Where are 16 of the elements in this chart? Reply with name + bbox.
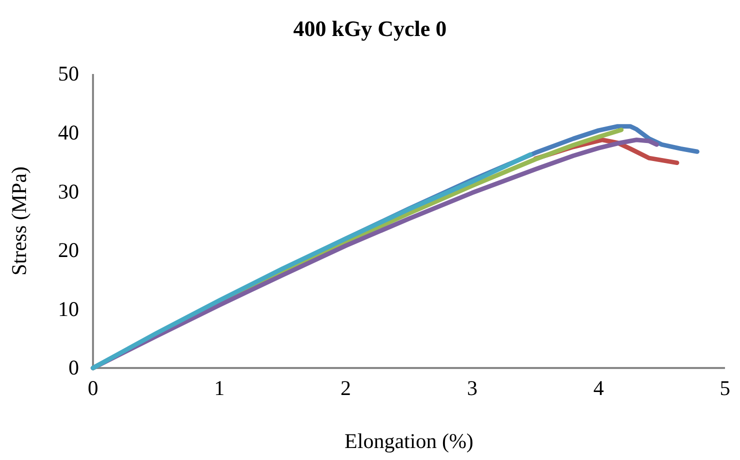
x-tick-label: 1 bbox=[214, 376, 225, 400]
x-axis-title: Elongation (%) bbox=[344, 429, 474, 453]
y-axis-title: Stress (MPa) bbox=[7, 166, 31, 276]
x-tick-label: 5 bbox=[720, 376, 730, 400]
y-tick-label: 20 bbox=[58, 238, 79, 262]
y-tick-label: 0 bbox=[68, 356, 79, 380]
x-tick-label: 2 bbox=[340, 376, 352, 400]
y-tick-label: 50 bbox=[58, 62, 79, 86]
y-tick-label: 30 bbox=[58, 179, 79, 204]
y-tick-label: 40 bbox=[58, 120, 79, 145]
y-tick-label: 10 bbox=[58, 296, 79, 321]
x-tick-label: 3 bbox=[466, 376, 478, 400]
line-series bbox=[90, 152, 533, 370]
x-tick-label: 0 bbox=[88, 376, 98, 400]
chart-title: 400 kGy Cycle 0 bbox=[293, 16, 447, 41]
x-tick-label: 4 bbox=[593, 376, 604, 400]
